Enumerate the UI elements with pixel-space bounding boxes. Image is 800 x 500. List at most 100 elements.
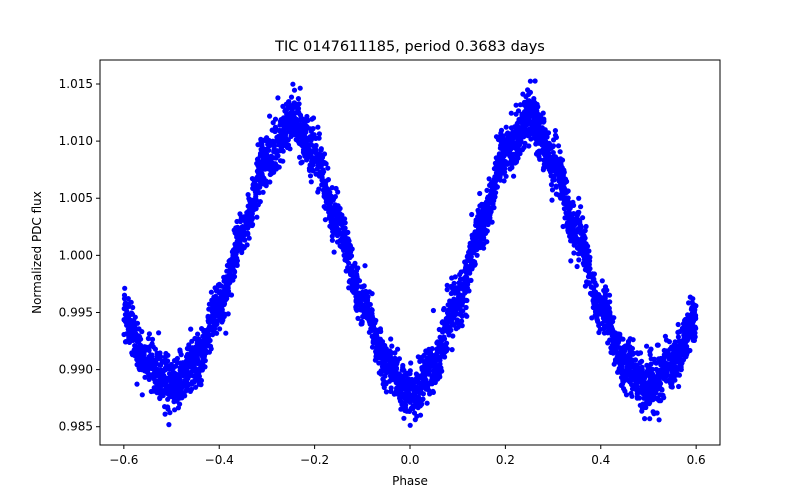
data-point xyxy=(247,217,253,223)
data-point xyxy=(320,171,326,177)
data-point xyxy=(414,375,420,381)
data-point xyxy=(329,237,335,243)
data-point xyxy=(627,349,633,355)
data-point xyxy=(626,367,632,374)
data-point xyxy=(419,365,425,371)
data-point xyxy=(420,396,426,402)
data-point xyxy=(662,333,669,339)
data-point xyxy=(313,142,319,149)
data-point xyxy=(484,187,490,193)
data-point xyxy=(389,343,395,349)
data-point xyxy=(207,319,213,326)
data-point xyxy=(576,226,582,232)
data-point xyxy=(464,313,470,319)
data-point xyxy=(449,308,455,314)
data-point xyxy=(395,346,401,352)
data-point xyxy=(561,185,567,191)
data-point xyxy=(336,216,342,222)
data-point xyxy=(568,258,574,264)
data-point xyxy=(409,381,415,387)
data-point xyxy=(427,380,433,386)
data-point xyxy=(546,150,552,156)
data-point xyxy=(594,316,600,322)
data-point xyxy=(261,137,267,143)
data-point xyxy=(192,335,198,342)
data-point xyxy=(474,252,480,258)
data-point xyxy=(464,282,470,288)
data-point xyxy=(449,347,455,353)
data-point xyxy=(552,159,558,165)
data-point xyxy=(609,345,615,351)
data-point xyxy=(642,387,648,393)
data-point xyxy=(519,111,525,117)
data-point xyxy=(393,366,399,372)
data-point xyxy=(480,234,486,240)
data-point xyxy=(167,410,173,416)
data-point xyxy=(661,395,667,401)
data-point xyxy=(151,385,157,391)
data-point xyxy=(184,345,190,352)
data-point xyxy=(365,316,371,322)
data-point xyxy=(174,355,180,362)
data-point xyxy=(308,150,314,156)
data-point xyxy=(291,87,298,93)
data-point xyxy=(430,307,436,314)
data-point xyxy=(620,350,626,356)
data-point xyxy=(523,94,529,100)
data-point xyxy=(435,363,441,370)
data-point xyxy=(597,310,604,316)
data-point xyxy=(551,177,557,183)
data-point xyxy=(459,318,465,324)
data-point xyxy=(378,328,384,335)
data-point xyxy=(675,334,682,340)
data-point xyxy=(448,290,454,297)
data-point xyxy=(470,258,477,264)
data-point xyxy=(163,381,169,387)
data-point xyxy=(660,362,667,368)
data-point xyxy=(684,337,691,343)
data-point xyxy=(273,125,279,131)
data-point xyxy=(201,352,208,358)
data-point xyxy=(305,117,311,123)
data-point xyxy=(310,126,316,132)
data-point xyxy=(186,370,192,376)
data-point xyxy=(665,351,672,357)
data-point xyxy=(647,369,653,375)
data-point xyxy=(505,146,511,152)
data-point xyxy=(450,333,456,339)
data-point xyxy=(146,331,152,337)
data-point xyxy=(455,305,461,311)
data-point xyxy=(210,313,216,319)
data-point xyxy=(650,382,657,388)
data-point xyxy=(602,292,608,298)
data-point xyxy=(321,204,327,210)
data-point xyxy=(505,140,511,146)
data-point xyxy=(154,350,160,356)
data-point xyxy=(121,296,128,302)
data-point xyxy=(255,142,261,148)
data-point xyxy=(360,295,366,301)
data-point xyxy=(654,395,660,401)
data-point xyxy=(647,352,653,358)
data-point xyxy=(578,204,584,210)
data-point xyxy=(678,328,684,334)
data-point xyxy=(275,95,281,101)
data-point xyxy=(231,252,237,258)
data-point xyxy=(289,131,295,137)
data-point xyxy=(190,366,196,372)
data-point xyxy=(297,154,303,160)
data-point xyxy=(362,263,368,269)
data-point xyxy=(417,412,424,418)
data-point xyxy=(321,180,327,186)
data-point xyxy=(628,390,634,397)
data-point xyxy=(418,390,424,396)
data-point xyxy=(444,328,450,334)
data-point xyxy=(280,120,286,126)
data-point xyxy=(654,342,661,348)
data-point xyxy=(343,246,349,252)
data-point xyxy=(193,384,199,390)
data-point xyxy=(292,119,298,125)
data-point xyxy=(205,336,211,342)
data-point xyxy=(202,364,208,370)
data-point xyxy=(559,165,565,171)
